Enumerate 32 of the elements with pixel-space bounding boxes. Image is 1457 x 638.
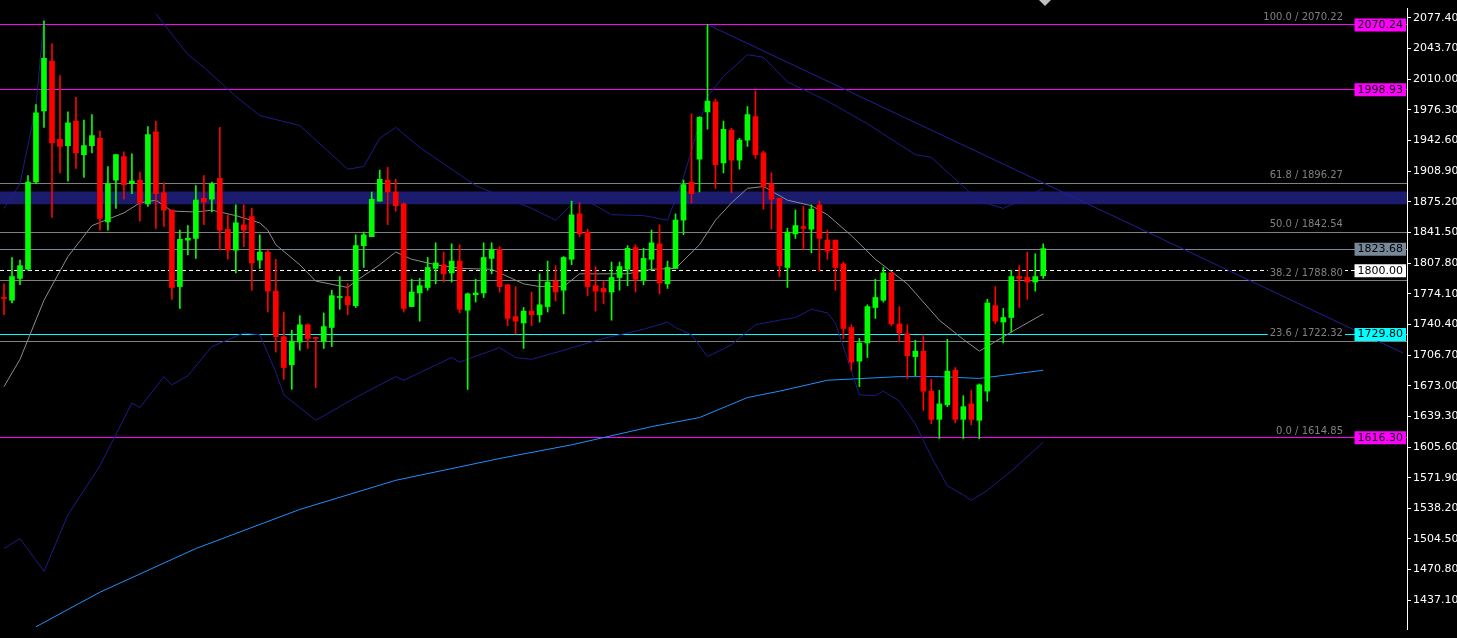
y-tick-label: 1841.50	[1413, 225, 1457, 239]
ref-line-label: 1823.68	[1357, 242, 1403, 256]
annotation: 23.6 / 1722.32	[1269, 327, 1343, 339]
annotation: 50.0 / 1842.54	[1269, 218, 1343, 230]
ref-line-label: 2070.24	[1357, 17, 1403, 31]
y-tick-label: 2010.00	[1413, 72, 1457, 86]
y-tick-label: 1437.10	[1413, 593, 1457, 607]
ref-line-label: 1729.80	[1357, 327, 1403, 341]
annotation: 61.8 / 1896.27	[1269, 169, 1343, 181]
y-tick-label: 2043.70	[1413, 41, 1457, 55]
ref-line-label: 1616.30	[1357, 430, 1403, 444]
y-tick-label: 1673.00	[1413, 378, 1457, 392]
y-tick-label: 1740.40	[1413, 317, 1457, 331]
annotation: 38.2 / 1788.80	[1269, 266, 1343, 278]
annotation: 100.0 / 2070.22	[1263, 11, 1343, 22]
y-tick-label: 1807.80	[1413, 255, 1457, 269]
y-tick-label: 1504.50	[1413, 531, 1457, 545]
y-tick-label: 1942.60	[1413, 133, 1457, 147]
y-tick-label: 1571.90	[1413, 470, 1457, 484]
y-tick-label: 1976.30	[1413, 102, 1457, 116]
y-tick-label: 2077.40	[1413, 10, 1457, 24]
y-tick-label: 1470.80	[1413, 562, 1457, 576]
y-tick-label: 1538.20	[1413, 501, 1457, 515]
y-tick-label: 1908.90	[1413, 164, 1457, 177]
y-tick-label: 1605.60	[1413, 439, 1457, 453]
annotation: 0.0 / 1614.85	[1276, 425, 1343, 437]
y-tick-label: 1706.70	[1413, 347, 1457, 361]
y-tick-label: 1774.10	[1413, 286, 1457, 300]
ref-line-label: 1800.00	[1357, 263, 1403, 277]
y-tick-label: 1639.30	[1413, 409, 1457, 423]
ref-line-label: 1998.93	[1357, 82, 1403, 96]
y-tick-label: 1875.20	[1413, 194, 1457, 208]
